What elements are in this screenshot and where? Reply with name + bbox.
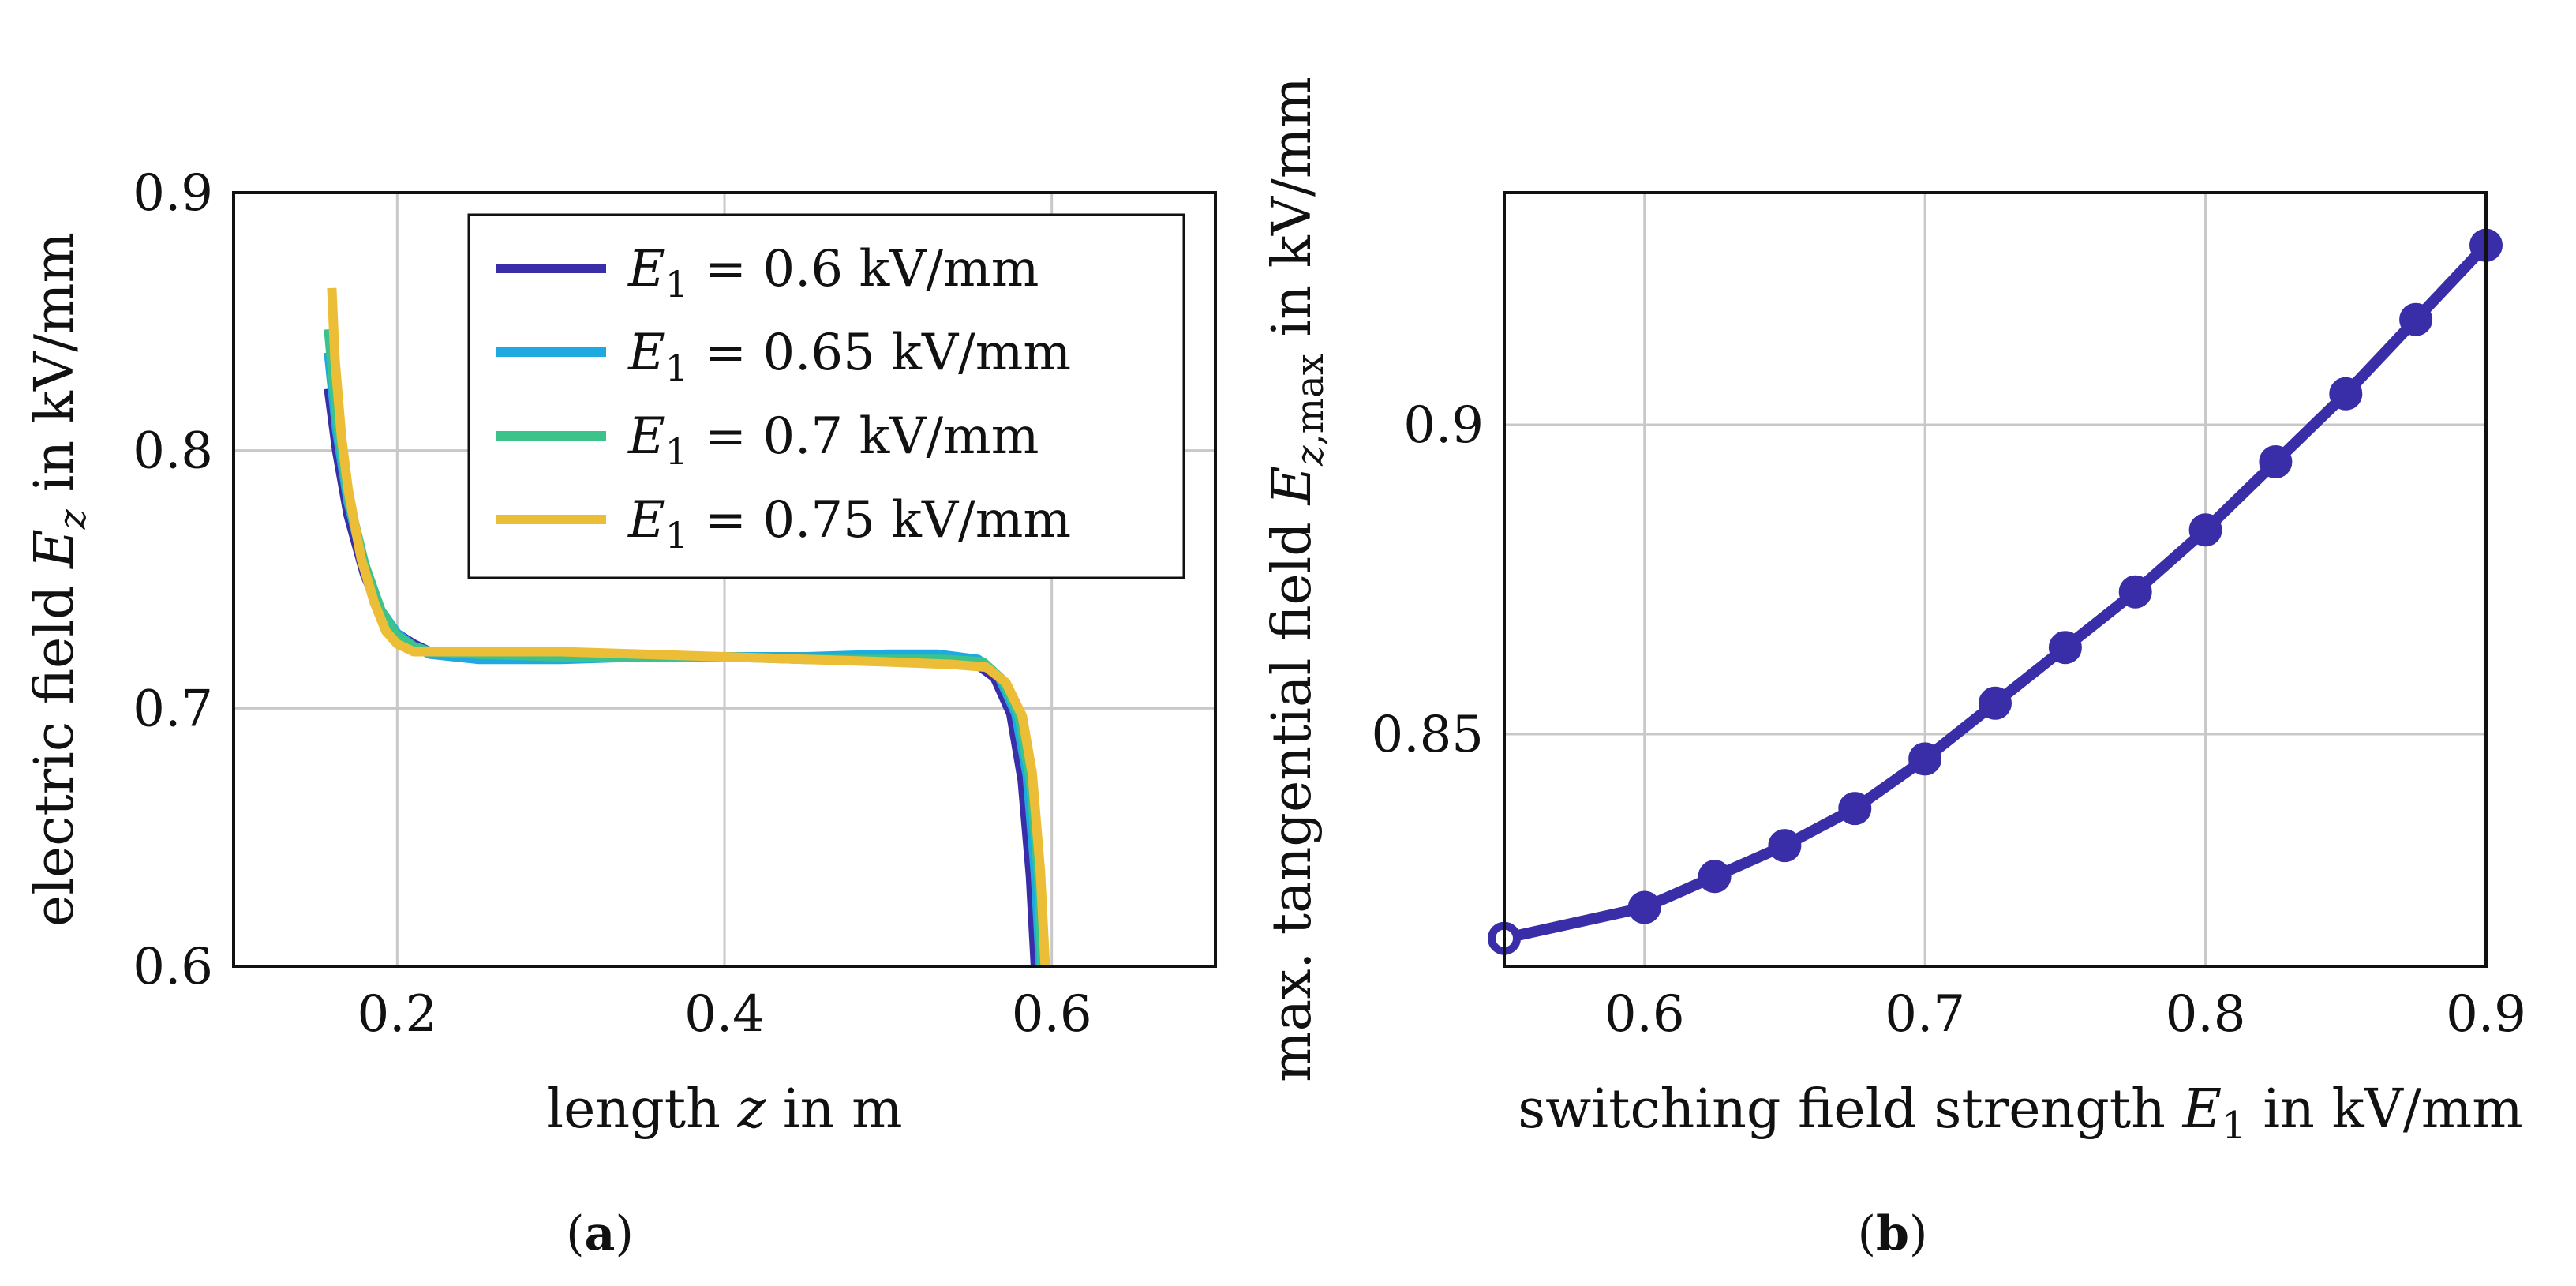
x-tick-label: 0.7 — [1885, 985, 1965, 1044]
data-point — [1838, 792, 1872, 826]
y-tick-label: 0.85 — [1372, 706, 1485, 764]
chart-a-caption: (a) — [566, 1206, 634, 1262]
data-point — [1627, 890, 1661, 924]
legend-label-0: E1 = 0.6 kV/mm — [627, 240, 1039, 306]
data-point — [2329, 377, 2363, 411]
chart-a-xlabel: length z in m — [546, 1078, 902, 1141]
y-tick-label: 0.9 — [133, 164, 213, 223]
chart-b: 0.6 0.7 0.8 0.9 0.85 0.9 switching field stre… — [1261, 77, 2526, 1262]
legend-label-3: E1 = 0.75 kV/mm — [627, 491, 1071, 557]
x-tick-label: 0.6 — [1604, 985, 1685, 1044]
data-point — [2399, 302, 2433, 336]
chart-a-legend: E1 = 0.6 kV/mm E1 = 0.65 kV/mm E1 = 0.7 kV… — [467, 213, 1185, 579]
x-tick-label: 0.9 — [2446, 985, 2526, 1044]
legend-label-1: E1 = 0.65 kV/mm — [627, 324, 1071, 389]
x-tick-label: 0.4 — [684, 985, 765, 1044]
legend-label-2: E1 = 0.7 kV/mm — [627, 407, 1039, 473]
x-tick-label: 0.2 — [357, 985, 437, 1044]
data-point — [1698, 860, 1732, 894]
x-tick-label: 0.8 — [2166, 985, 2246, 1044]
data-point — [1979, 686, 2012, 720]
data-point — [2048, 631, 2082, 665]
x-tick-label: 0.6 — [1012, 985, 1092, 1044]
y-tick-label: 0.9 — [1403, 396, 1484, 455]
data-point — [1768, 829, 1802, 863]
data-point — [2118, 575, 2152, 609]
chart-b-ticks: 0.6 0.7 0.8 0.9 0.85 0.9 — [1372, 396, 2526, 1044]
chart-a-plot-area — [232, 191, 1217, 968]
chart-b-series — [1488, 228, 2503, 955]
data-point — [1908, 742, 1942, 776]
data-point — [2188, 513, 2222, 547]
chart-a-ticks: 0.2 0.4 0.6 0.6 0.7 0.8 0.9 — [133, 164, 1091, 1044]
series-line-0 — [1503, 241, 2491, 944]
chart-a-series — [324, 287, 1050, 967]
chart-b-ylabel: max. tangential field Ez,max in kV/mm — [1261, 77, 1332, 1082]
chart-a: 0.2 0.4 0.6 0.6 0.7 0.8 0.9 length z in m elec… — [24, 164, 1217, 1262]
chart-a-ylabel: electric field Ez in kV/mm — [24, 232, 95, 927]
chart-b-xlabel: switching field strength E1 in kV/mm — [1518, 1078, 2522, 1148]
chart-b-grid — [1504, 193, 2488, 966]
y-tick-label: 0.8 — [133, 422, 213, 481]
y-tick-label: 0.6 — [133, 938, 213, 996]
data-point — [2259, 445, 2293, 478]
chart-b-plot-area — [1503, 191, 2488, 968]
y-tick-label: 0.7 — [133, 680, 213, 738]
chart-b-caption: (b) — [1858, 1206, 1928, 1262]
series-line-3 — [327, 287, 1050, 967]
